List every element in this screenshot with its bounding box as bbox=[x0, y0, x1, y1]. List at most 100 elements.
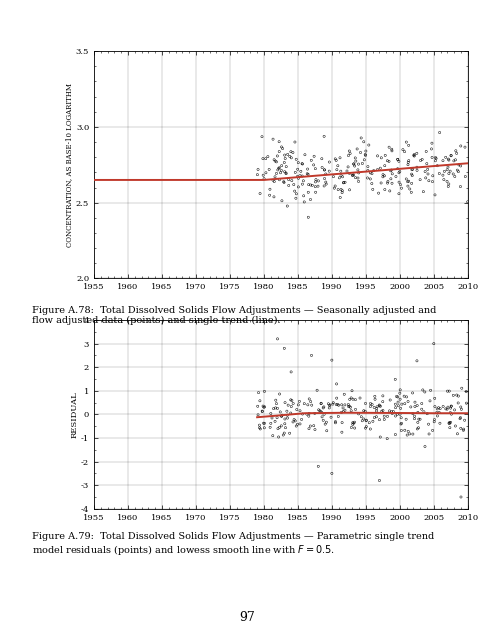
Point bbox=[435, 403, 443, 413]
Point bbox=[332, 156, 340, 166]
Point bbox=[281, 150, 289, 160]
Point bbox=[457, 402, 465, 412]
Point bbox=[338, 400, 346, 410]
Point bbox=[295, 182, 302, 192]
Point bbox=[392, 403, 399, 413]
Point bbox=[304, 212, 312, 222]
Point bbox=[354, 409, 362, 419]
Point bbox=[275, 147, 283, 157]
Point bbox=[388, 178, 396, 188]
Point bbox=[387, 166, 395, 176]
Point bbox=[431, 190, 439, 200]
Point bbox=[272, 168, 280, 179]
Point bbox=[258, 406, 266, 416]
Point bbox=[265, 164, 273, 175]
Point bbox=[424, 164, 432, 175]
Point bbox=[328, 355, 336, 365]
Point bbox=[406, 184, 414, 194]
Point bbox=[428, 138, 436, 148]
Point bbox=[434, 411, 442, 421]
Point bbox=[379, 397, 387, 407]
Point bbox=[319, 403, 327, 413]
Point bbox=[404, 426, 412, 436]
Point bbox=[295, 173, 302, 184]
Point bbox=[446, 403, 454, 413]
Point bbox=[291, 137, 299, 147]
Point bbox=[267, 418, 275, 428]
Point bbox=[262, 154, 270, 164]
Point bbox=[376, 163, 384, 173]
Point bbox=[278, 161, 286, 171]
Point bbox=[397, 413, 405, 423]
Point bbox=[409, 164, 417, 174]
Point bbox=[424, 169, 432, 179]
Point bbox=[365, 417, 373, 428]
Point bbox=[294, 419, 301, 429]
Point bbox=[267, 315, 275, 325]
Point bbox=[377, 178, 385, 188]
Point bbox=[366, 401, 374, 412]
Point bbox=[308, 180, 316, 191]
Point bbox=[374, 151, 382, 161]
Point bbox=[320, 181, 328, 191]
Point bbox=[435, 407, 443, 417]
Point bbox=[439, 156, 447, 166]
Point bbox=[441, 166, 448, 177]
Point bbox=[280, 177, 288, 188]
Point bbox=[266, 190, 274, 200]
Point bbox=[439, 170, 447, 180]
Point bbox=[455, 160, 463, 170]
Point bbox=[329, 399, 337, 409]
Point bbox=[307, 396, 315, 406]
Point bbox=[311, 164, 319, 174]
Point bbox=[404, 396, 412, 406]
Point bbox=[361, 398, 369, 408]
Point bbox=[287, 395, 295, 405]
Point bbox=[296, 396, 303, 406]
Point bbox=[368, 168, 376, 179]
Point bbox=[347, 406, 355, 416]
Point bbox=[431, 415, 439, 425]
Point bbox=[364, 165, 372, 175]
Point bbox=[267, 408, 275, 419]
Point bbox=[318, 163, 326, 173]
Point bbox=[296, 170, 304, 180]
Point bbox=[386, 186, 394, 196]
Point bbox=[397, 419, 405, 429]
Point bbox=[356, 147, 364, 157]
Point bbox=[259, 401, 267, 412]
Point bbox=[325, 157, 333, 167]
Point bbox=[314, 176, 322, 186]
Point bbox=[287, 367, 295, 377]
Point bbox=[293, 189, 300, 199]
Point bbox=[318, 154, 326, 164]
Point bbox=[433, 161, 441, 171]
Point bbox=[370, 412, 378, 422]
Point bbox=[347, 393, 355, 403]
Point bbox=[349, 170, 357, 180]
Point bbox=[396, 385, 404, 395]
Point bbox=[392, 399, 399, 410]
Point bbox=[275, 163, 283, 173]
Point bbox=[274, 334, 282, 344]
Point bbox=[404, 140, 412, 150]
Point bbox=[340, 177, 348, 188]
Point bbox=[360, 414, 368, 424]
Point bbox=[326, 400, 334, 410]
Point bbox=[337, 166, 345, 176]
Point bbox=[334, 412, 342, 422]
Point bbox=[357, 133, 365, 143]
Point bbox=[390, 406, 397, 417]
Point bbox=[331, 154, 339, 164]
Point bbox=[393, 391, 400, 401]
Point bbox=[386, 406, 394, 416]
Point bbox=[365, 140, 373, 150]
Y-axis label: CONCENTRATION, AS BASE-10 LOGARITHM: CONCENTRATION, AS BASE-10 LOGARITHM bbox=[65, 83, 73, 247]
Point bbox=[373, 406, 381, 416]
Point bbox=[281, 414, 289, 424]
Point bbox=[446, 417, 453, 428]
Point bbox=[381, 161, 389, 171]
Point bbox=[259, 154, 267, 164]
Point bbox=[418, 404, 426, 414]
Point bbox=[315, 404, 323, 415]
